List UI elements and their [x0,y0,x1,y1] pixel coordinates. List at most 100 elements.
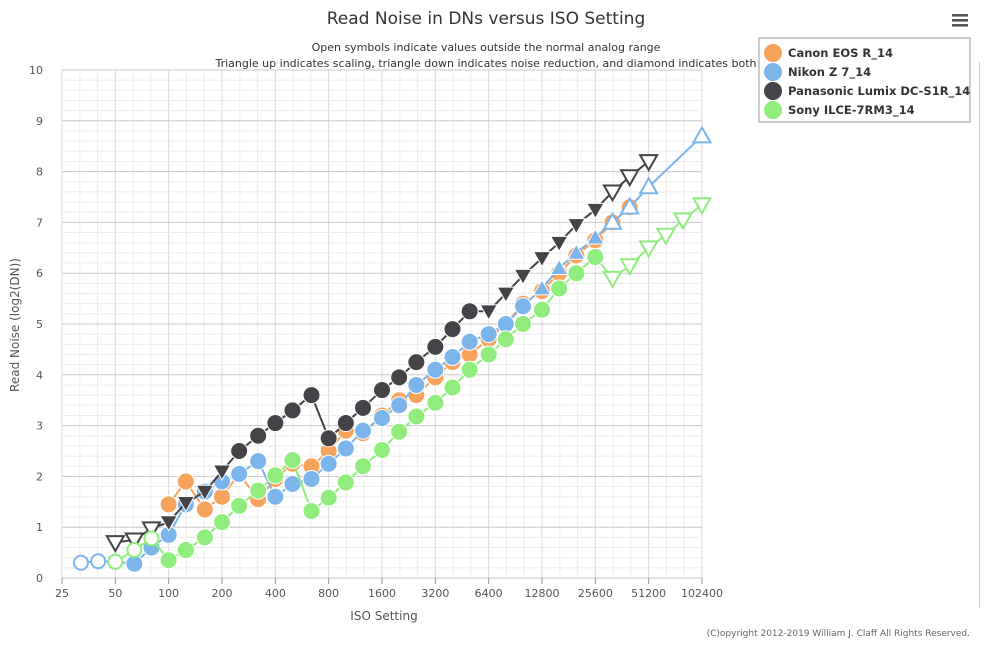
data-point[interactable] [249,426,268,445]
legend-item[interactable]: Panasonic Lumix DC-S1R_14 [764,82,970,100]
data-point[interactable] [567,264,586,283]
data-point[interactable] [107,553,124,570]
data-point[interactable] [390,422,409,441]
data-point[interactable] [496,315,515,333]
data-point[interactable] [479,325,498,344]
legend-item[interactable]: Sony ILCE-7RM3_14 [764,101,915,119]
chart-menu-button[interactable] [944,6,976,34]
data-point[interactable] [213,487,231,506]
data-point[interactable] [602,184,623,203]
data-point[interactable] [302,386,321,405]
data-point[interactable] [566,243,586,260]
data-point[interactable] [319,429,338,448]
data-point[interactable] [176,495,196,513]
data-point[interactable] [212,464,232,481]
data-point[interactable] [585,228,605,245]
data-point[interactable] [213,513,231,532]
data-point[interactable] [373,408,391,427]
legend-item[interactable]: Nikon Z 7_14 [764,63,871,81]
data-point[interactable] [266,466,285,485]
data-point[interactable] [655,227,677,246]
data-point[interactable] [407,375,426,394]
data-point[interactable] [496,286,516,304]
data-point[interactable] [443,378,462,397]
data-point[interactable] [249,481,268,500]
data-point[interactable] [336,473,355,492]
data-point[interactable] [105,535,126,553]
data-point[interactable] [443,348,462,367]
data-point[interactable] [176,541,195,560]
data-point[interactable] [496,330,515,349]
legend-item[interactable]: Canon EOS R_14 [764,44,893,62]
data-point[interactable] [283,401,302,420]
data-point[interactable] [195,484,215,502]
data-point[interactable] [230,496,249,515]
data-point[interactable] [638,240,659,259]
data-point[interactable] [550,279,569,298]
data-point[interactable] [602,211,623,230]
data-point[interactable] [638,154,659,172]
data-point[interactable] [549,235,569,253]
data-point[interactable] [443,320,462,339]
data-point[interactable] [407,353,426,372]
data-point[interactable] [390,368,409,387]
data-point[interactable] [72,554,89,571]
data-point[interactable] [230,442,249,460]
data-point[interactable] [638,176,659,195]
data-point[interactable] [426,337,445,356]
data-point[interactable] [124,532,145,551]
data-point[interactable] [586,247,605,266]
data-point[interactable] [691,125,713,144]
data-point[interactable] [513,268,533,286]
data-point[interactable] [336,414,355,433]
data-point[interactable] [126,542,143,559]
data-point[interactable] [514,315,533,333]
data-point[interactable] [619,196,640,215]
data-point[interactable] [549,258,569,275]
data-point[interactable] [407,407,426,426]
data-point[interactable] [159,495,178,514]
data-point[interactable] [141,521,162,540]
data-point[interactable] [390,396,409,415]
data-point[interactable] [691,197,713,216]
data-point[interactable] [283,451,302,470]
data-point[interactable] [336,439,355,458]
data-point[interactable] [159,515,179,532]
data-point[interactable] [373,381,391,400]
data-point[interactable] [354,457,373,476]
data-point[interactable] [354,398,373,417]
data-point[interactable] [354,421,373,440]
data-point[interactable] [302,501,321,520]
data-point[interactable] [426,393,445,412]
data-point[interactable] [514,297,533,316]
data-point[interactable] [302,469,321,488]
data-point[interactable] [460,360,479,379]
data-point[interactable] [585,202,605,220]
data-point[interactable] [195,528,214,547]
data-point[interactable] [319,454,338,473]
data-point[interactable] [479,304,499,321]
data-point[interactable] [602,270,623,289]
data-point[interactable] [266,414,285,433]
data-point[interactable] [266,487,285,506]
data-point[interactable] [195,500,214,519]
data-point[interactable] [619,258,640,277]
data-point[interactable] [532,278,552,296]
data-point[interactable] [460,332,479,351]
data-point[interactable] [90,553,107,570]
data-point[interactable] [143,530,160,547]
data-point[interactable] [672,212,694,231]
data-point[interactable] [533,300,551,319]
data-point[interactable] [373,440,391,459]
data-point[interactable] [319,488,338,507]
data-point[interactable] [619,169,640,188]
data-point[interactable] [532,251,552,268]
data-point[interactable] [479,345,498,364]
data-point[interactable] [176,472,195,491]
data-point[interactable] [460,302,479,321]
data-point[interactable] [249,452,268,471]
data-point[interactable] [566,218,586,235]
data-point[interactable] [230,464,249,483]
data-point[interactable] [159,551,178,570]
data-point[interactable] [426,360,445,379]
